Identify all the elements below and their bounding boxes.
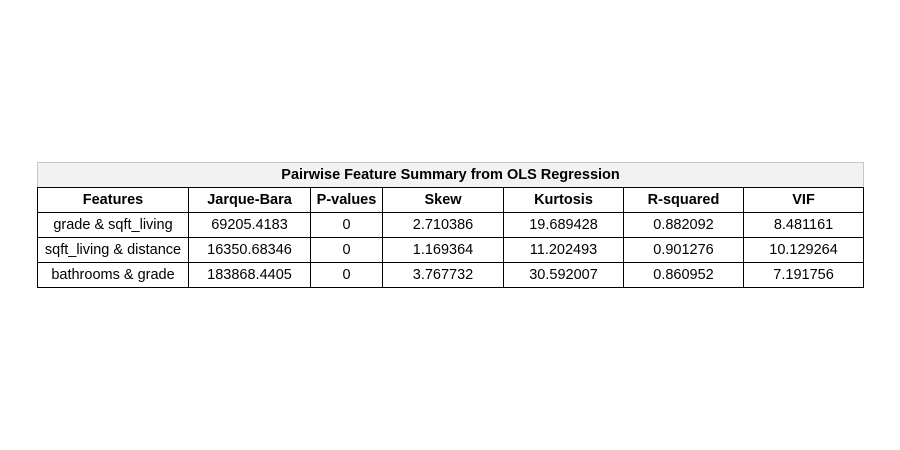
cell-jarque-bara: 16350.68346 [188, 237, 311, 263]
cell-kurtosis: 30.592007 [503, 262, 624, 288]
cell-p-value: 0 [310, 237, 383, 263]
cell-vif: 7.191756 [742, 262, 865, 288]
header-vif: VIF [742, 187, 865, 213]
cell-r-squared: 0.860952 [623, 262, 744, 288]
header-features: Features [37, 187, 189, 213]
cell-features: sqft_living & distance [37, 237, 189, 263]
title-row: Pairwise Feature Summary from OLS Regres… [36, 162, 865, 188]
cell-p-value: 0 [310, 212, 383, 238]
cell-vif: 8.481161 [742, 212, 865, 238]
cell-kurtosis: 19.689428 [503, 212, 624, 238]
table-title: Pairwise Feature Summary from OLS Regres… [36, 162, 865, 188]
cell-kurtosis: 11.202493 [503, 237, 624, 263]
cell-skew: 1.169364 [382, 237, 504, 263]
cell-jarque-bara: 183868.4405 [188, 262, 311, 288]
header-row: Features Jarque-Bara P-values Skew Kurto… [37, 187, 865, 213]
cell-features: grade & sqft_living [37, 212, 189, 238]
cell-p-value: 0 [310, 262, 383, 288]
cell-skew: 2.710386 [382, 212, 504, 238]
cell-vif: 10.129264 [742, 237, 865, 263]
header-kurtosis: Kurtosis [503, 187, 624, 213]
cell-r-squared: 0.882092 [623, 212, 744, 238]
header-skew: Skew [382, 187, 504, 213]
cell-jarque-bara: 69205.4183 [188, 212, 311, 238]
cell-skew: 3.767732 [382, 262, 504, 288]
ols-summary-table: Pairwise Feature Summary from OLS Regres… [36, 162, 865, 288]
cell-r-squared: 0.901276 [623, 237, 744, 263]
header-r-squared: R-squared [623, 187, 744, 213]
header-jarque-bara: Jarque-Bara [188, 187, 311, 213]
table-row: sqft_living & distance 16350.68346 0 1.1… [37, 237, 865, 263]
table-row: bathrooms & grade 183868.4405 0 3.767732… [37, 262, 865, 288]
table-row: grade & sqft_living 69205.4183 0 2.71038… [37, 212, 865, 238]
cell-features: bathrooms & grade [37, 262, 189, 288]
header-p-values: P-values [310, 187, 383, 213]
